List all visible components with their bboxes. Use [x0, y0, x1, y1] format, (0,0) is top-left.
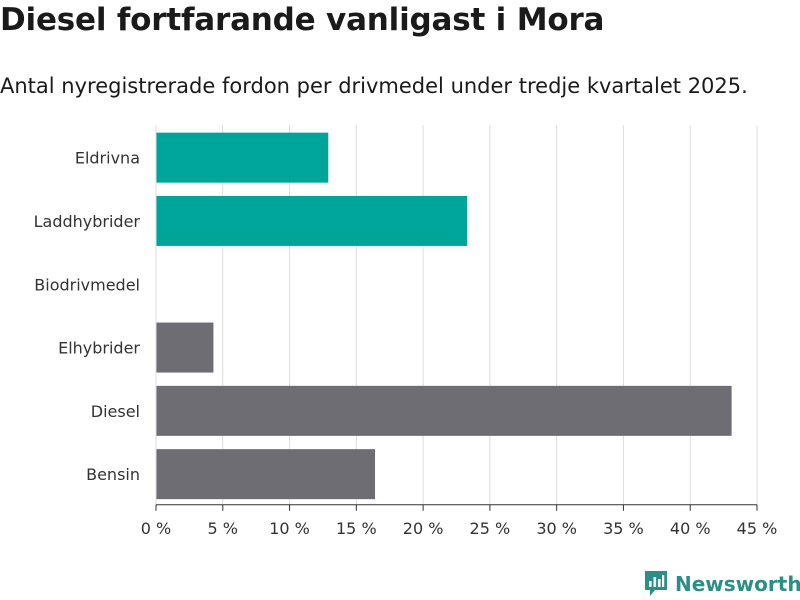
x-tick-label: 5 % — [208, 519, 238, 538]
x-tick-label: 0 % — [141, 519, 171, 538]
chart-title: Diesel fortfarande vanligast i Mora — [0, 2, 605, 38]
category-label: Bensin — [86, 465, 140, 484]
bar — [156, 195, 468, 246]
newsworthy-logo: Newsworthy — [644, 570, 800, 597]
newsworthy-logo-text: Newsworthy — [675, 571, 800, 596]
chart-subtitle: Antal nyregistrerade fordon per drivmede… — [0, 74, 748, 98]
x-tick-label: 45 % — [737, 519, 778, 538]
category-label: Laddhybrider — [34, 212, 141, 231]
category-label: Biodrivmedel — [34, 275, 140, 294]
newsworthy-logo-icon — [645, 571, 667, 596]
bar — [156, 322, 214, 373]
x-tick-label: 15 % — [336, 519, 377, 538]
x-tick-label: 20 % — [403, 519, 444, 538]
x-tick-label: 25 % — [470, 519, 511, 538]
category-label: Diesel — [91, 402, 140, 421]
category-label: Eldrivna — [75, 149, 140, 168]
bar — [156, 385, 732, 436]
x-tick-label: 10 % — [269, 519, 310, 538]
x-tick-label: 30 % — [536, 519, 577, 538]
bar — [156, 132, 329, 183]
x-tick-label: 40 % — [670, 519, 711, 538]
x-tick-label: 35 % — [603, 519, 644, 538]
category-label: Elhybrider — [58, 339, 140, 358]
bar — [156, 449, 376, 500]
